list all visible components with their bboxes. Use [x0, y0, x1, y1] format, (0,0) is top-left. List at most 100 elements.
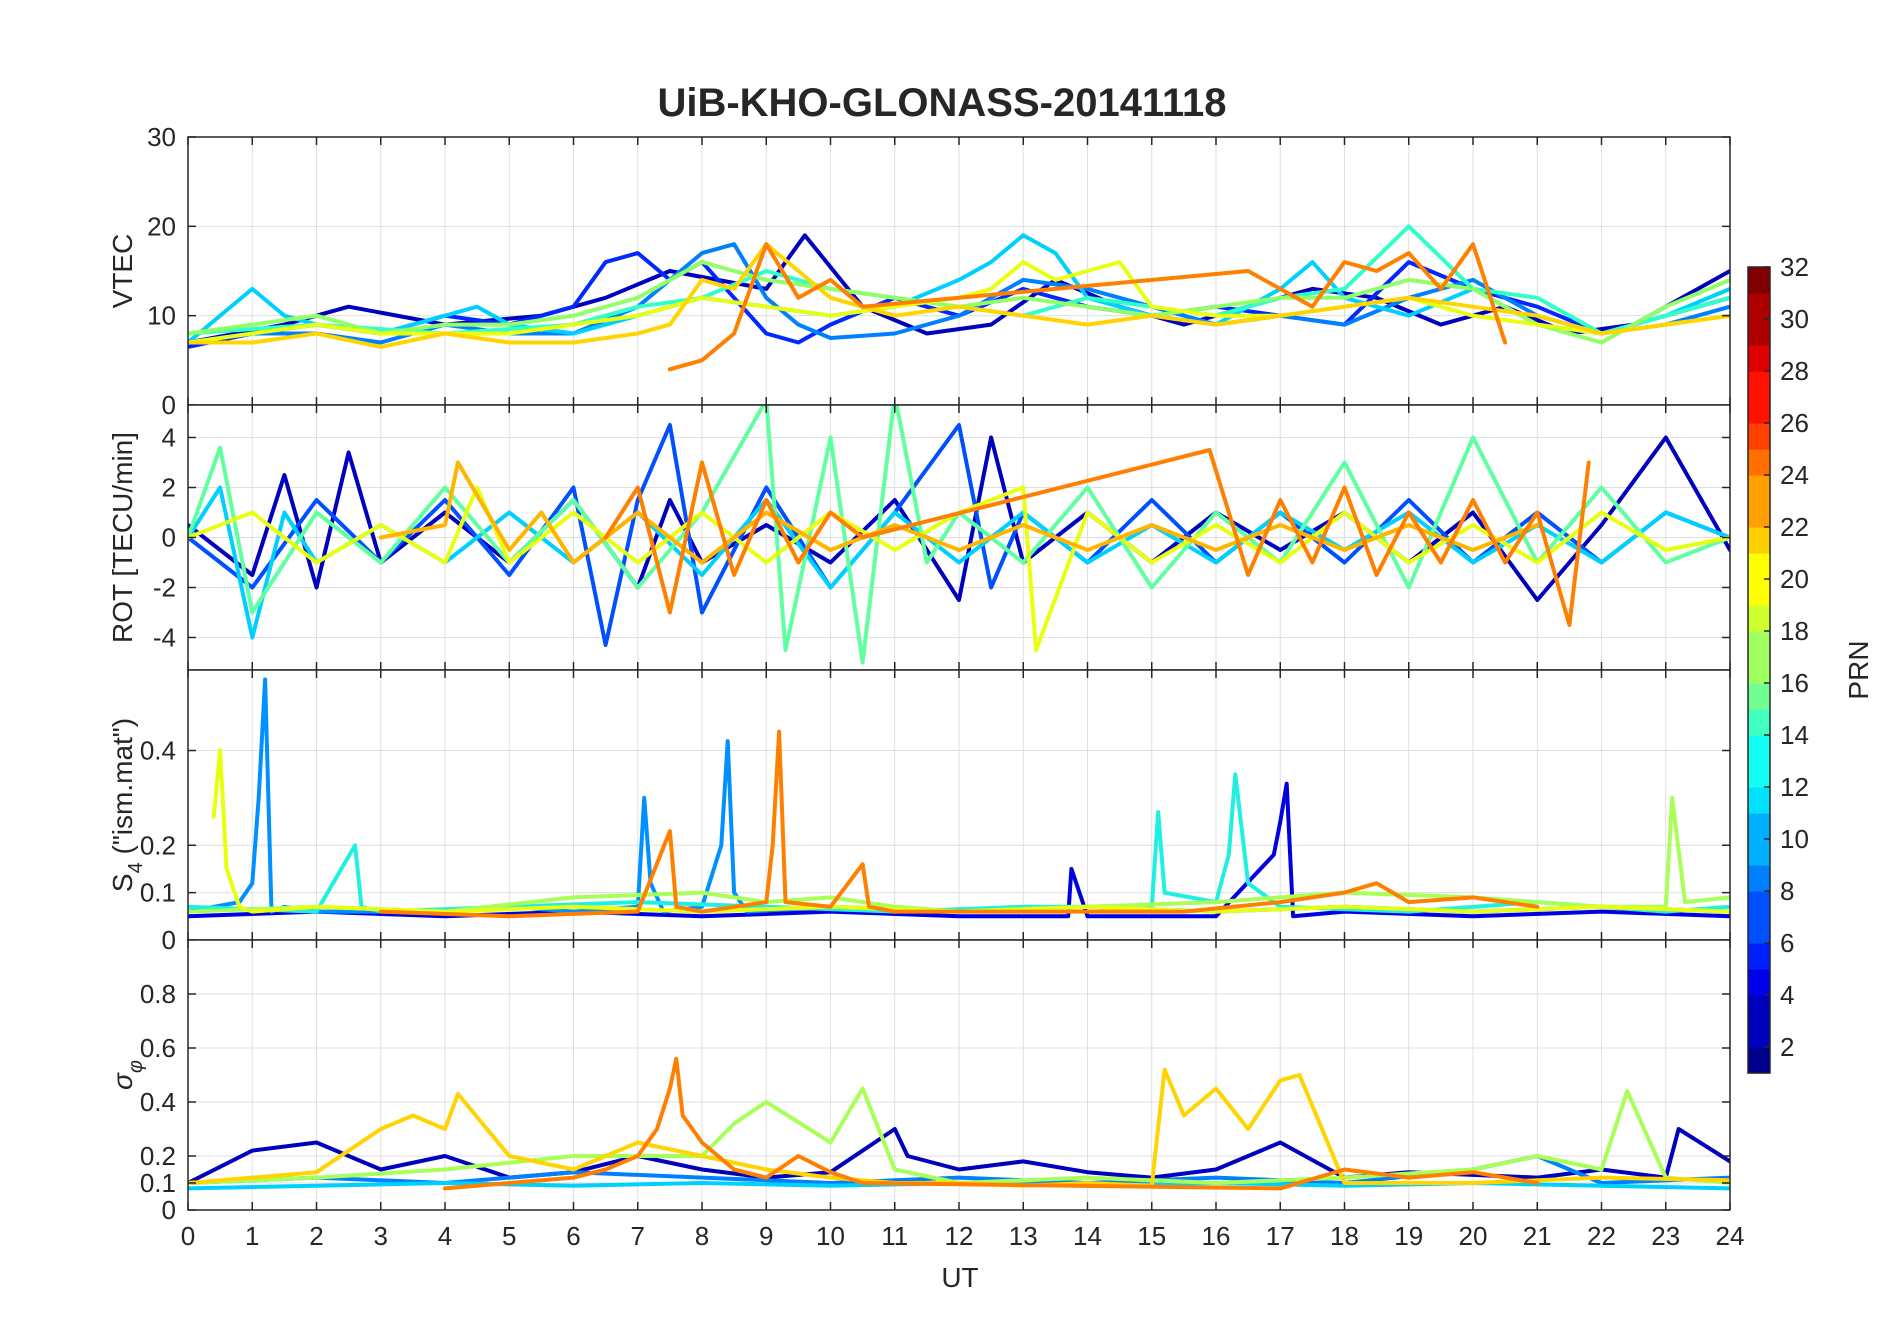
y-tick-label: 0	[162, 390, 176, 420]
colorbar-tick-label: 4	[1780, 980, 1794, 1010]
x-tick-label: 20	[1459, 1221, 1488, 1251]
colorbar-bin	[1748, 735, 1770, 762]
x-tick-label: 11	[881, 1221, 908, 1251]
panel-rot: -4 -2 0 2 4 ROT [TECU/min]	[107, 404, 1731, 671]
y-axis-label: σφ	[107, 1060, 147, 1090]
y-tick-label: -2	[153, 573, 176, 603]
series-line-prn-12	[188, 233, 1730, 345]
x-tick-label: 23	[1651, 1221, 1680, 1251]
colorbar-tick-label: 16	[1780, 668, 1809, 698]
colorbar-bin	[1748, 267, 1770, 294]
x-tick-label: 15	[1137, 1221, 1166, 1251]
series-line-prn-17	[188, 1086, 1730, 1185]
x-tick-label: 19	[1394, 1221, 1423, 1251]
colorbar-bin	[1748, 371, 1770, 398]
series-line-prn-24	[603, 448, 1591, 627]
x-tick-label: 8	[695, 1221, 709, 1251]
colorbar-tick-label: 28	[1780, 356, 1809, 386]
y-axis-label-subscript: 4	[125, 862, 147, 873]
y-tick-label: 4	[162, 423, 176, 453]
colorbar-bin	[1748, 345, 1770, 372]
y-tick-label: 0.6	[140, 1033, 176, 1063]
colorbar-bin	[1748, 787, 1770, 814]
series-group	[188, 1056, 1730, 1191]
chart-title: UiB-KHO-GLONASS-20141118	[657, 81, 1226, 125]
colorbar-bin	[1748, 657, 1770, 684]
x-tick-label: 18	[1330, 1221, 1359, 1251]
y-tick-label: 0	[162, 1195, 176, 1225]
y-tick-label: 0.4	[140, 736, 176, 766]
series-group	[188, 677, 1730, 919]
y-tick-label: 0.8	[140, 979, 176, 1009]
x-tick-label: 12	[945, 1221, 974, 1251]
colorbar-bin	[1748, 1021, 1770, 1048]
x-tick-label: 22	[1587, 1221, 1616, 1251]
y-tick-label: 2	[162, 473, 176, 503]
y-tick-label: 0.1	[140, 1168, 176, 1198]
y-tick-label: 0.2	[140, 830, 176, 860]
y-tick-label: 20	[147, 211, 176, 241]
y-axis-label-main: S	[107, 873, 138, 892]
x-tick-label: 2	[309, 1221, 323, 1251]
colorbar-bin	[1748, 449, 1770, 476]
x-tick-label: 9	[759, 1221, 773, 1251]
colorbar-tick-label: 24	[1780, 460, 1809, 490]
x-tick-label: 4	[438, 1221, 452, 1251]
series-line-prn-19	[188, 260, 1730, 345]
y-tick-label: 10	[147, 301, 176, 331]
series-group	[188, 405, 1730, 665]
colorbar-bin	[1748, 917, 1770, 944]
colorbar-bin	[1748, 501, 1770, 528]
colorbar-bin	[1748, 397, 1770, 424]
colorbar-tick-label: 2	[1780, 1032, 1794, 1062]
colorbar-tick-label: 32	[1780, 252, 1809, 282]
colorbar-tick-label: 20	[1780, 564, 1809, 594]
y-tick-label: 0	[162, 925, 176, 955]
colorbar-bin	[1748, 839, 1770, 866]
y-tick-label: 30	[147, 122, 176, 152]
colorbar-bin	[1748, 423, 1770, 450]
series-line-prn-24	[667, 242, 1508, 372]
colorbar-bin	[1748, 631, 1770, 658]
y-axis-label: VTEC	[107, 234, 138, 309]
colorbar-bin	[1748, 293, 1770, 320]
colorbar-bin	[1748, 995, 1770, 1022]
colorbar-bin	[1748, 1047, 1770, 1074]
colorbar-tick-label: 6	[1780, 928, 1794, 958]
colorbar-bin	[1748, 943, 1770, 970]
colorbar-bin	[1748, 475, 1770, 502]
y-axis-label-rest: ("ism.mat")	[107, 718, 138, 862]
colorbar-bin	[1748, 709, 1770, 736]
y-axis-label: ROT [TECU/min]	[107, 432, 138, 643]
colorbar-bin	[1748, 969, 1770, 996]
colorbar-tick-label: 8	[1780, 876, 1794, 906]
x-tick-label: 0	[181, 1221, 195, 1251]
colorbar-bin	[1748, 605, 1770, 632]
colorbar-tick-label: 22	[1780, 512, 1809, 542]
x-tick-label: 14	[1073, 1221, 1102, 1251]
x-tick-label: 3	[374, 1221, 388, 1251]
series-line-prn-24	[378, 729, 1540, 919]
colorbar-bin	[1748, 527, 1770, 554]
colorbar-tick-label: 10	[1780, 824, 1809, 854]
series-group	[188, 224, 1730, 372]
x-tick-label: 17	[1266, 1221, 1295, 1251]
y-tick-label: 0	[162, 523, 176, 553]
colorbar-bin	[1748, 683, 1770, 710]
y-axis-label: S4 ("ism.mat")	[107, 718, 147, 892]
x-tick-label: 6	[566, 1221, 580, 1251]
colorbar-tick-label: 14	[1780, 720, 1809, 750]
colorbar-tick-label: 12	[1780, 772, 1809, 802]
colorbar-bin	[1748, 761, 1770, 788]
colorbar-tick-label: 18	[1780, 616, 1809, 646]
y-axis-label-main: σ	[107, 1072, 138, 1090]
y-tick-label: 0.2	[140, 1141, 176, 1171]
x-tick-label: 5	[502, 1221, 516, 1251]
colorbar-bin	[1748, 319, 1770, 346]
colorbar-bin	[1748, 891, 1770, 918]
series-line-prn-16	[188, 405, 1730, 665]
x-axis-label: UT	[941, 1262, 978, 1293]
